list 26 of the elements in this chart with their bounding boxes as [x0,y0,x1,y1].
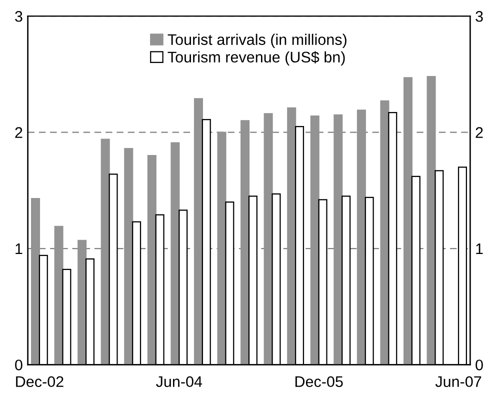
x-tick-label: Jun-07 [435,376,482,388]
legend-label: Tourism revenue (US$ bn) [168,51,345,66]
bar [403,77,413,365]
bar [170,142,180,365]
y2-tick-label: 2 [476,127,483,138]
x-tick-label: Jun-04 [156,376,202,388]
bar [310,115,320,365]
y2-tick-label: 1 [476,244,483,254]
x-tick-label: Dec-02 [16,376,64,388]
bar [217,132,226,365]
legend-label: Tourist arrivals (in millions) [168,34,346,48]
bar [147,155,156,365]
x-tick-label: Dec-05 [295,376,343,388]
y2-tick-label: 3 [476,10,483,22]
bar [334,114,343,365]
bar [100,138,110,365]
y-tick-label: 3 [15,10,22,22]
bar [240,120,250,365]
bar [31,198,40,365]
y-tick-label: 0 [15,360,22,370]
y2-tick-label: 0 [476,360,483,370]
bar [356,110,366,365]
bar [78,240,87,365]
y-tick-label: 2 [15,127,22,138]
bar [124,148,134,365]
y-tick-label: 1 [16,244,22,254]
